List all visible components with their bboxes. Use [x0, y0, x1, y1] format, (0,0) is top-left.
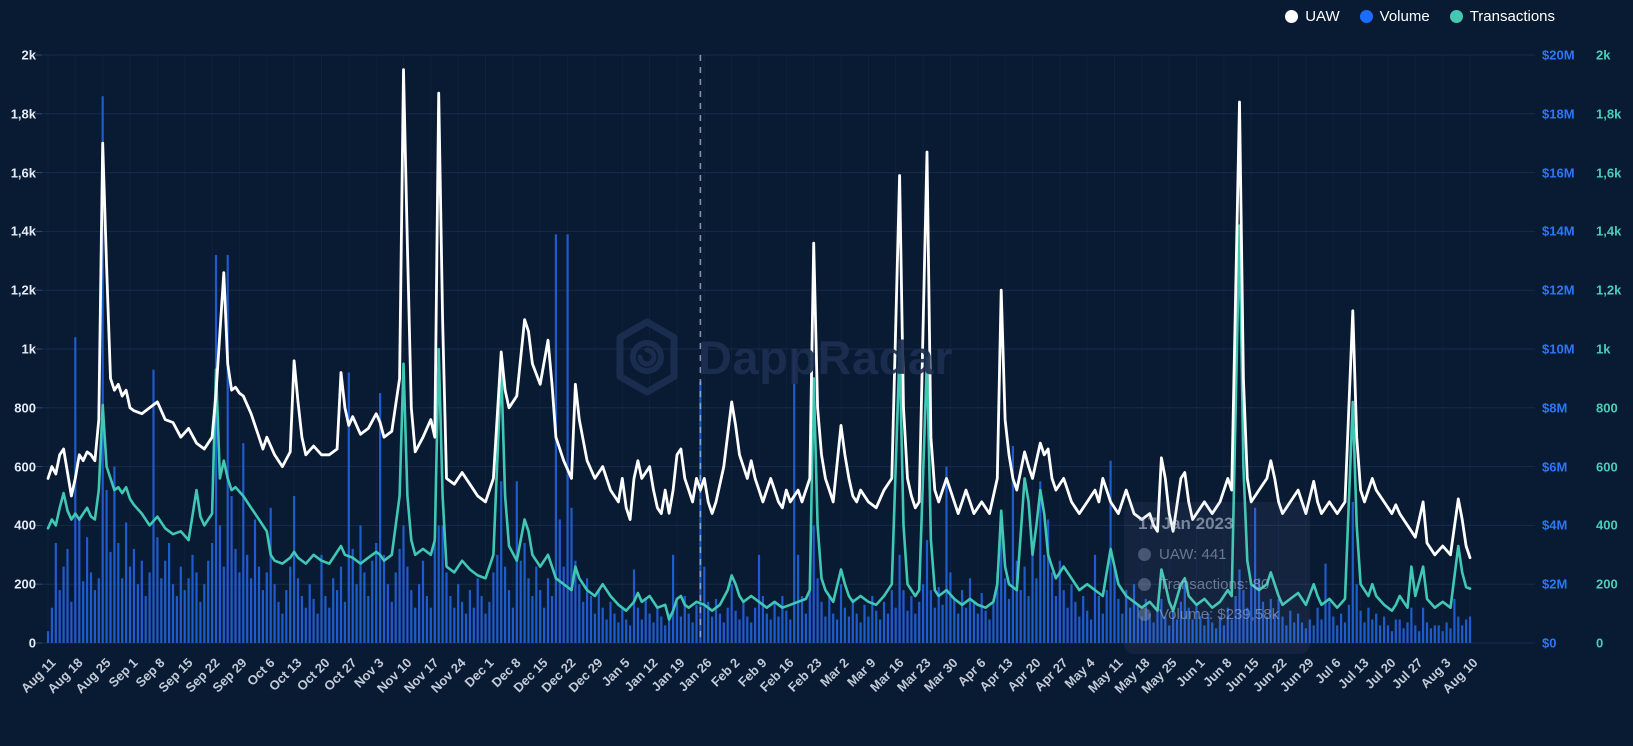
y-axis-label-uaw: 1,4k [10, 223, 36, 239]
y-axis-label-volume: $12M [1542, 282, 1575, 298]
transactions-dot-icon [1138, 578, 1151, 591]
y-axis-label-uaw: 400 [14, 517, 36, 533]
y-axis-label-uaw: 1,6k [10, 165, 36, 181]
volume-dot-icon [1138, 608, 1151, 621]
legend-item-uaw[interactable]: UAW [1285, 8, 1340, 25]
legend-label: UAW [1305, 8, 1340, 25]
y-axis-label-volume: $14M [1542, 223, 1575, 239]
y-axis-label-transactions: 1k [1596, 341, 1611, 357]
y-axis-label-uaw: 2k [21, 47, 36, 63]
y-axis-label-uaw: 200 [14, 576, 36, 592]
y-axis-label-uaw: 1,2k [10, 282, 36, 298]
y-axis-label-transactions: 400 [1596, 517, 1618, 533]
legend-item-transactions[interactable]: Transactions [1449, 8, 1555, 25]
legend-label: Volume [1379, 8, 1430, 25]
y-axis-label-volume: $8M [1542, 400, 1568, 416]
y-axis-label-volume: $10M [1542, 341, 1575, 357]
y-axis-label-uaw: 0 [28, 635, 36, 651]
legend-item-volume[interactable]: Volume [1359, 8, 1430, 25]
y-axis-label-uaw: 1k [21, 341, 36, 357]
y-axis-label-uaw: 600 [14, 459, 36, 475]
y-axis-label-volume: $0 [1542, 635, 1557, 651]
dappradar-watermark: DappRadar [610, 318, 953, 396]
y-axis-label-transactions: 0 [1596, 635, 1604, 651]
y-axis-label-uaw: 1,8k [10, 106, 36, 122]
y-axis-label-volume: $6M [1542, 459, 1568, 475]
y-axis-label-uaw: 800 [14, 400, 36, 416]
tooltip-row-volume: Volume: $239,58k [1138, 606, 1296, 623]
y-axis-label-volume: $4M [1542, 517, 1568, 533]
y-axis-label-transactions: 1,2k [1596, 282, 1622, 298]
y-axis-label-transactions: 2k [1596, 47, 1611, 63]
y-axis-label-transactions: 1,6k [1596, 165, 1622, 181]
uaw-dot-icon [1285, 10, 1299, 23]
y-axis-label-transactions: 600 [1596, 459, 1618, 475]
tooltip-row-transactions: Transactions: 80 [1138, 576, 1296, 593]
legend-label: Transactions [1469, 8, 1555, 25]
uaw-dot-icon [1138, 548, 1151, 561]
dappradar-logo-icon [616, 318, 678, 396]
tooltip-date: 17 Jan 2023 [1138, 514, 1234, 533]
y-axis-label-transactions: 200 [1596, 576, 1618, 592]
tooltip-row-uaw: UAW: 441 [1138, 546, 1296, 563]
volume-dot-icon [1359, 10, 1373, 23]
hover-tooltip: 17 Jan 2023 UAW: 441 Transactions: 80 Vo… [1124, 502, 1310, 654]
chart-legend: UAW Volume Transactions [1285, 8, 1555, 25]
y-axis-label-transactions: 800 [1596, 400, 1618, 416]
watermark-text: DappRadar [698, 330, 954, 384]
y-axis-label-volume: $20M [1542, 47, 1575, 63]
y-axis-label-volume: $16M [1542, 165, 1575, 181]
transactions-dot-icon [1449, 10, 1463, 23]
y-axis-label-volume: $18M [1542, 106, 1575, 122]
y-axis-label-volume: $2M [1542, 576, 1568, 592]
y-axis-label-transactions: 1,4k [1596, 223, 1622, 239]
y-axis-label-transactions: 1,8k [1596, 106, 1622, 122]
